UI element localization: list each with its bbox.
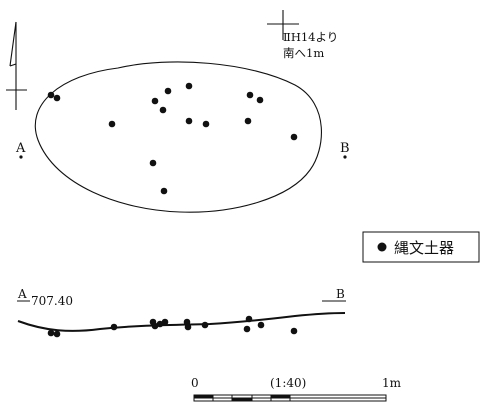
scale-bar: [193, 394, 387, 402]
artifact-point: [160, 187, 168, 195]
artifact-point: [47, 329, 55, 337]
artifact-point: [164, 87, 172, 95]
legend-label: 縄文土器: [394, 239, 454, 257]
pit-outline: [34, 61, 322, 213]
profile-b-label: B: [336, 287, 345, 301]
artifact-point: [243, 325, 251, 333]
section-point-a: [19, 155, 23, 159]
plan-artifact-points: [47, 82, 298, 195]
scale-ratio-label: (1:40): [270, 376, 306, 390]
artifact-point: [108, 120, 116, 128]
artifact-point: [290, 133, 298, 141]
artifact-point: [257, 321, 265, 329]
profile-artifact-points: [47, 315, 298, 338]
artifact-point: [110, 323, 118, 331]
artifact-point: [246, 91, 254, 99]
artifact-point: [53, 94, 61, 102]
artifact-point: [53, 330, 61, 338]
grid-marker-icon: [267, 10, 299, 40]
artifact-point: [159, 106, 167, 114]
artifact-point: [290, 327, 298, 335]
artifact-point: [47, 91, 55, 99]
grid-marker-offset: 南へ1m: [283, 46, 324, 60]
scale-end-label: 1m: [382, 376, 402, 390]
artifact-point: [184, 323, 192, 331]
artifact-point: [161, 318, 169, 326]
profile-ground-line: [17, 312, 346, 332]
section-point-a-label: A: [15, 141, 26, 156]
artifact-point: [185, 117, 193, 125]
artifact-point: [245, 315, 253, 323]
artifact-point: [156, 320, 164, 328]
artifact-point: [201, 321, 209, 329]
artifact-point: [185, 82, 193, 90]
scale-start-label: 0: [191, 376, 199, 390]
artifact-point: [149, 159, 157, 167]
profile-a-label: A: [17, 287, 27, 301]
artifact-point: [151, 97, 159, 105]
profile-elevation: 707.40: [31, 294, 73, 308]
artifact-point: [244, 117, 252, 125]
north-arrow-icon: [6, 21, 27, 110]
legend-point-icon: [377, 242, 387, 252]
section-point-b: [343, 155, 347, 159]
artifact-point: [151, 322, 159, 330]
artifact-point: [202, 120, 210, 128]
artifact-point: [183, 318, 191, 326]
section-point-b-label: B: [340, 141, 350, 156]
grid-marker-label: ⅡH14より: [283, 30, 338, 44]
artifact-point: [256, 96, 264, 104]
